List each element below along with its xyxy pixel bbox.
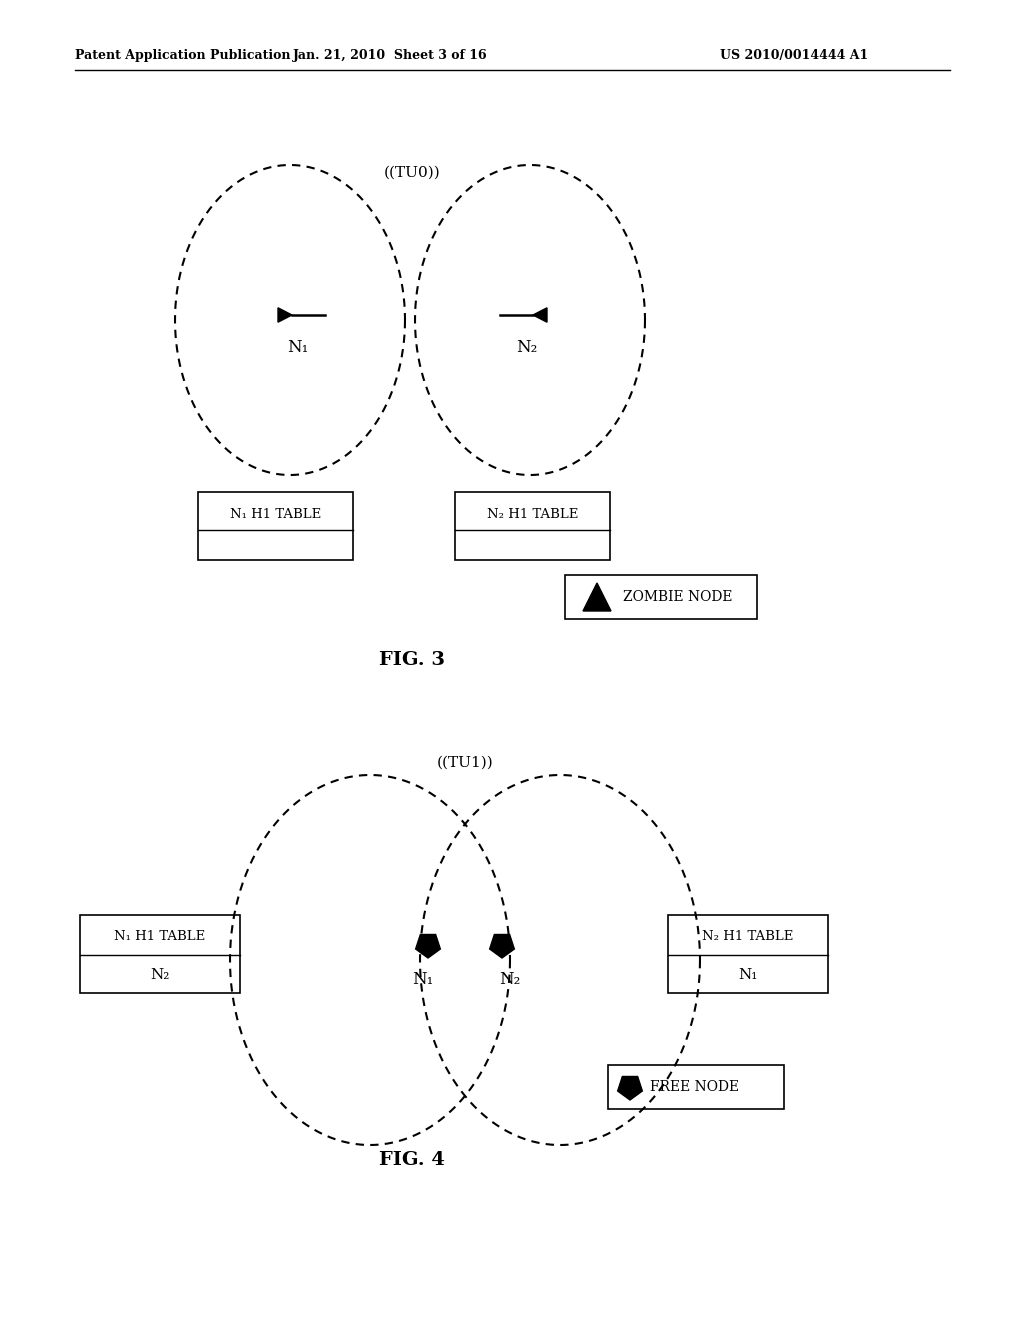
Text: N₁ H1 TABLE: N₁ H1 TABLE (229, 507, 322, 520)
Text: ZOMBIE NODE: ZOMBIE NODE (623, 590, 732, 605)
FancyBboxPatch shape (565, 576, 757, 619)
Polygon shape (489, 935, 514, 958)
Text: ((TU1)): ((TU1)) (436, 756, 494, 770)
Polygon shape (416, 935, 440, 958)
Text: Patent Application Publication: Patent Application Publication (75, 49, 291, 62)
Text: N₂: N₂ (151, 968, 170, 982)
Text: US 2010/0014444 A1: US 2010/0014444 A1 (720, 49, 868, 62)
FancyBboxPatch shape (80, 915, 240, 993)
Text: Jan. 21, 2010  Sheet 3 of 16: Jan. 21, 2010 Sheet 3 of 16 (293, 49, 487, 62)
FancyBboxPatch shape (455, 492, 610, 560)
Text: N₂: N₂ (516, 338, 538, 355)
Text: N₂ H1 TABLE: N₂ H1 TABLE (702, 931, 794, 944)
Text: N₁: N₁ (413, 972, 433, 989)
FancyBboxPatch shape (198, 492, 353, 560)
Polygon shape (534, 308, 547, 322)
Text: ((TU0)): ((TU0)) (384, 166, 440, 180)
Text: N₁: N₁ (288, 338, 308, 355)
Text: N₁ H1 TABLE: N₁ H1 TABLE (115, 931, 206, 944)
FancyBboxPatch shape (668, 915, 828, 993)
Text: N₂ H1 TABLE: N₂ H1 TABLE (486, 507, 579, 520)
Polygon shape (278, 308, 292, 322)
Text: FIG. 4: FIG. 4 (379, 1151, 445, 1170)
Polygon shape (617, 1077, 642, 1100)
Text: FIG. 3: FIG. 3 (379, 651, 445, 669)
Text: N₁: N₁ (738, 968, 758, 982)
Text: FREE NODE: FREE NODE (650, 1080, 739, 1094)
Polygon shape (583, 583, 611, 611)
FancyBboxPatch shape (608, 1065, 784, 1109)
Text: N₂: N₂ (500, 972, 520, 989)
